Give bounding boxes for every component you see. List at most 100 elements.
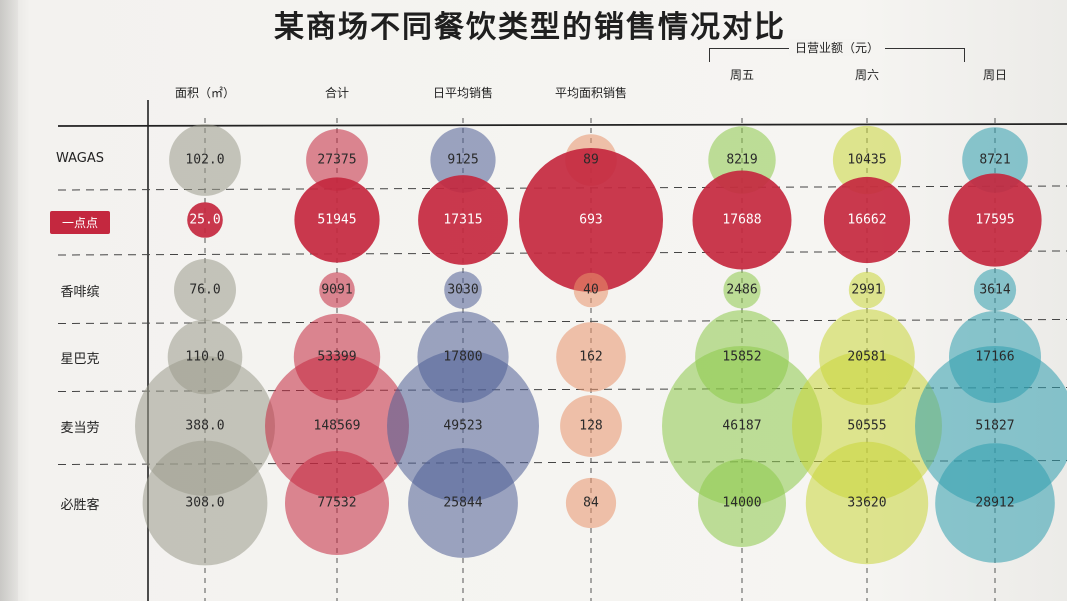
column-header-total: 合计 — [324, 86, 349, 100]
bubble-value-sun: 8721 — [979, 153, 1010, 168]
bubble-value-fri: 17688 — [722, 213, 761, 228]
bubble-value-fri: 46187 — [722, 419, 761, 434]
bubble-total — [285, 451, 389, 555]
group-bracket-right — [964, 48, 965, 62]
bubble-value-sat: 50555 — [847, 419, 886, 434]
row-label: 香啡缤 — [20, 281, 140, 300]
weekday-group-header: 日营业额（元） — [709, 39, 965, 62]
bubble-area — [174, 259, 236, 321]
row-label: WAGAS — [20, 151, 140, 166]
bubble-value-sun: 17166 — [975, 350, 1014, 365]
bubbles — [135, 124, 1067, 566]
bubble-value-sun: 3614 — [979, 283, 1010, 298]
bubble-sun — [935, 443, 1055, 563]
bubble-daily_avg — [430, 127, 496, 193]
bubble-value-area: 308.0 — [185, 496, 224, 511]
column-header-per_area: 平均面积销售 — [554, 86, 627, 100]
group-label: 日营业额（元） — [788, 39, 886, 56]
bubble-value-daily_avg: 49523 — [443, 419, 482, 434]
row-label-text: 麦当劳 — [60, 421, 100, 436]
bubble-total — [265, 354, 409, 498]
bubble-value-sat: 2991 — [851, 283, 882, 298]
row-label: 必胜客 — [20, 494, 140, 513]
column-header-area: 面积（㎡） — [174, 86, 235, 100]
bubble-sun — [973, 268, 1017, 312]
bubble-value-per_area: 128 — [579, 419, 602, 434]
bubble-total — [306, 129, 368, 191]
bubble-sat — [805, 441, 929, 565]
row-label-text: 香啡缤 — [60, 285, 100, 300]
bubble-sat — [848, 271, 886, 309]
bubble-value-total: 51945 — [317, 213, 356, 228]
row-label: 麦当劳 — [20, 417, 140, 436]
row-separator — [57, 319, 1067, 324]
bubble-value-daily_avg: 17315 — [443, 213, 482, 228]
bubble-area — [169, 124, 241, 196]
bubble-per_area — [560, 395, 622, 457]
bubble-value-total: 77532 — [317, 496, 356, 511]
row-label-text: 一点点 — [49, 211, 110, 234]
bubble-labels: 102.0 25.0 76.0 110.0 388.0 308.0 27375 51945 90… — [185, 153, 1014, 511]
bubble-fri — [692, 170, 792, 270]
bubble-per_area — [519, 148, 663, 292]
bubble-daily_avg — [418, 175, 508, 265]
bubble-value-sun: 28912 — [975, 496, 1014, 511]
bubble-value-daily_avg: 25844 — [443, 496, 482, 511]
bubble-value-total: 27375 — [317, 153, 356, 168]
bubble-value-fri: 2486 — [726, 283, 757, 298]
bubble-value-per_area: 89 — [583, 153, 599, 168]
bubble-value-daily_avg: 17800 — [443, 350, 482, 365]
bubble-value-sat: 10435 — [847, 153, 886, 168]
bubble-daily_avg — [408, 448, 518, 558]
chart-title: 某商场不同餐饮类型的销售情况对比 — [274, 10, 786, 45]
bubble-value-area: 102.0 — [185, 153, 224, 168]
bubble-fri — [662, 346, 822, 506]
bubble-value-area: 110.0 — [185, 350, 224, 365]
row-label-text: 星巴克 — [60, 352, 100, 367]
bubble-total — [294, 177, 380, 263]
bubble-value-per_area: 40 — [583, 283, 599, 298]
bubble-value-per_area: 162 — [579, 350, 602, 365]
bubble-total — [319, 272, 355, 308]
column-header-fri: 周五 — [729, 68, 754, 82]
row-label: 星巴克 — [20, 348, 140, 367]
bubble-sat — [823, 176, 911, 264]
bubble-value-sat: 33620 — [847, 496, 886, 511]
bubble-fri — [723, 271, 761, 309]
bubble-sun — [948, 173, 1042, 267]
bubble-value-fri: 14000 — [722, 496, 761, 511]
row-label-text: 必胜客 — [60, 498, 100, 513]
bubble-per_area — [565, 477, 617, 529]
bubble-daily_avg — [444, 271, 482, 309]
bubble-value-sat: 16662 — [847, 213, 886, 228]
bubble-value-per_area: 84 — [583, 496, 599, 511]
row-label-text: WAGAS — [55, 151, 105, 166]
bubble-value-total: 148569 — [314, 419, 361, 434]
column-header-sat: 周六 — [854, 68, 879, 82]
column-header-sun: 周日 — [982, 68, 1007, 82]
bubble-per_area — [573, 272, 609, 308]
bubble-value-area: 76.0 — [189, 283, 220, 298]
bubble-value-daily_avg: 3030 — [447, 283, 478, 298]
bubble-area — [187, 202, 223, 238]
header-rule — [57, 123, 1067, 127]
bubble-value-daily_avg: 9125 — [447, 153, 478, 168]
bubble-sat — [832, 125, 902, 195]
bubble-value-sat: 20581 — [847, 350, 886, 365]
bubble-value-total: 9091 — [321, 283, 352, 298]
column-header-daily_avg: 日平均销售 — [432, 86, 493, 100]
bubble-value-area: 388.0 — [185, 419, 224, 434]
group-bracket-left — [709, 48, 710, 62]
bubble-value-fri: 8219 — [726, 153, 757, 168]
bubble-value-per_area: 693 — [579, 213, 602, 228]
bubble-fri — [698, 459, 786, 547]
bubble-area — [142, 440, 268, 566]
bubble-value-total: 53399 — [317, 350, 356, 365]
bubble-value-sun: 17595 — [975, 213, 1014, 228]
bubble-value-area: 25.0 — [189, 213, 220, 228]
book-page-edge — [0, 0, 18, 601]
bubble-value-sun: 51827 — [975, 419, 1014, 434]
row-label: 一点点 — [20, 211, 140, 234]
